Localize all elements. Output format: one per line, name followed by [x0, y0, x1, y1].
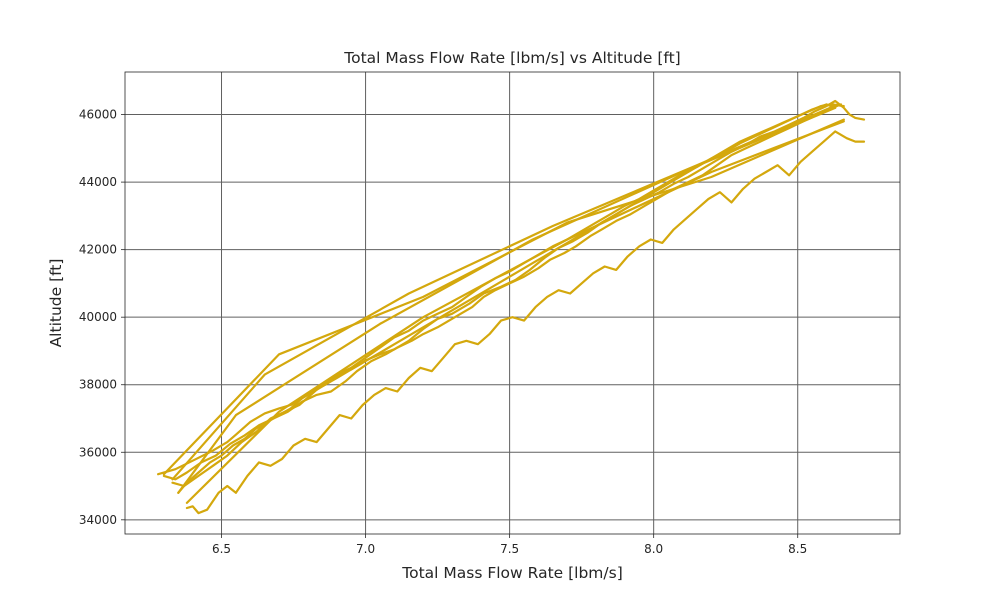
x-axis-label: Total Mass Flow Rate [lbm/s]: [401, 564, 623, 582]
y-axis: 34000 36000 38000 40000 42000 44000 46000: [79, 108, 125, 527]
x-tick-label: 7.0: [356, 542, 375, 556]
y-axis-label: Altitude [ft]: [47, 259, 65, 348]
y-tick-label: 38000: [79, 378, 117, 392]
series-line-segment-8: [185, 120, 845, 504]
chart-title: Total Mass Flow Rate [lbm/s] vs Altitude…: [343, 49, 680, 67]
x-tick-label: 8.0: [644, 542, 663, 556]
y-tick-label: 42000: [79, 243, 117, 257]
series-layer: [157, 99, 866, 515]
y-tick-label: 34000: [79, 513, 117, 527]
y-tick-label: 40000: [79, 310, 117, 324]
y-tick-label: 36000: [79, 445, 117, 459]
x-axis: 6.5 7.0 7.5 8.0 8.5: [212, 534, 807, 556]
y-tick-label: 44000: [79, 175, 117, 189]
plot-frame: [124, 71, 901, 535]
series-line-segment-9: [185, 130, 866, 515]
x-tick-label: 7.5: [500, 542, 519, 556]
x-tick-label: 8.5: [788, 542, 807, 556]
x-tick-label: 6.5: [212, 542, 231, 556]
y-tick-label: 46000: [79, 108, 117, 122]
series-line-segment-7: [177, 103, 845, 494]
